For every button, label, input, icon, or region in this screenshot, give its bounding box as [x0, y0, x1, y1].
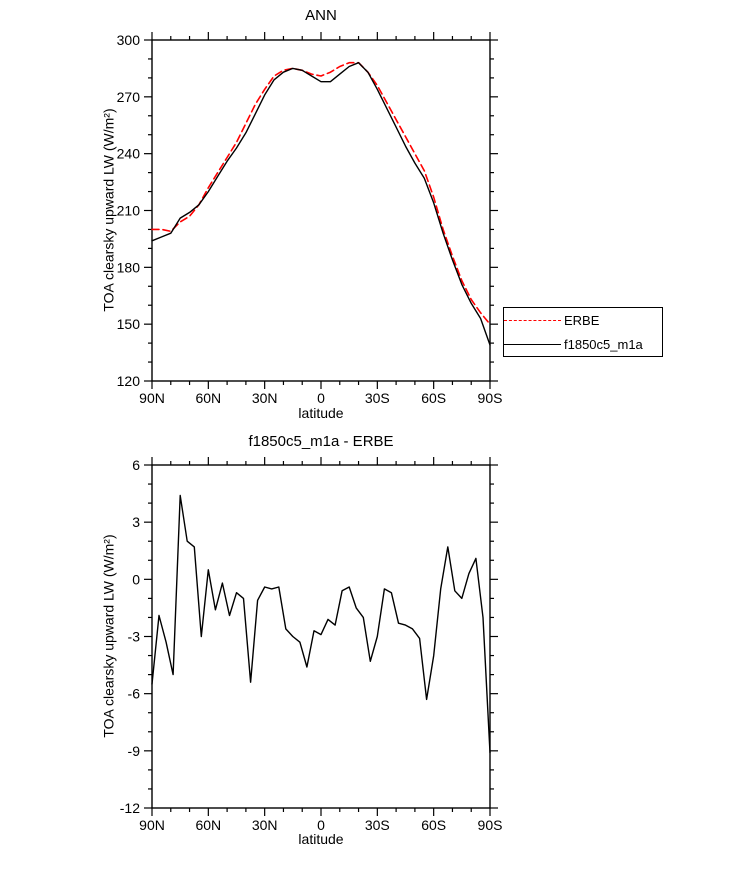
top-chart-x-axis-label: latitude	[298, 405, 344, 421]
svg-text:120: 120	[117, 373, 141, 389]
svg-text:210: 210	[117, 203, 141, 219]
svg-text:90S: 90S	[478, 390, 503, 406]
svg-text:270: 270	[117, 89, 141, 105]
model-solid-line-sample-icon	[504, 343, 561, 345]
legend-label-model: f1850c5_m1a	[564, 336, 643, 352]
bottom-chart-plot: -12 -9 -6 -3 0 3 6 90N 60N 30N 0 30S 60S 90S	[120, 457, 503, 833]
svg-text:0: 0	[132, 571, 140, 587]
svg-text:0: 0	[317, 817, 325, 833]
svg-text:-3: -3	[128, 629, 141, 645]
svg-text:300: 300	[117, 32, 141, 48]
series-line-erbe	[151, 61, 491, 326]
svg-text:30S: 30S	[365, 817, 390, 833]
series-line-f1850c5-m1a	[151, 62, 491, 346]
svg-text:180: 180	[117, 259, 141, 275]
bottom-chart-title: f1850c5_m1a - ERBE	[248, 433, 394, 450]
svg-text:90S: 90S	[478, 817, 503, 833]
erbe-dashed-line-sample-icon	[504, 319, 561, 321]
legend-row-erbe: ERBE	[504, 308, 662, 332]
legend-label-erbe: ERBE	[564, 312, 600, 328]
svg-text:60N: 60N	[195, 390, 221, 406]
tick-marks	[144, 457, 498, 816]
top-chart-plot: 120 150 180 210 240 270 300 90N 60N 30N 0 30S 60S 90S	[117, 32, 503, 406]
svg-text:60S: 60S	[421, 390, 446, 406]
tick-labels: -12 -9 -6 -3 0 3 6 90N 60N 30N 0 30S 60S 90S	[120, 457, 503, 833]
svg-text:30N: 30N	[252, 390, 278, 406]
svg-text:240: 240	[117, 146, 141, 162]
svg-text:-9: -9	[128, 743, 141, 759]
svg-text:60N: 60N	[195, 817, 221, 833]
svg-text:90N: 90N	[139, 817, 165, 833]
svg-text:90N: 90N	[139, 390, 165, 406]
legend-row-model: f1850c5_m1a	[504, 332, 662, 356]
svg-text:30S: 30S	[365, 390, 390, 406]
svg-text:3: 3	[132, 514, 140, 530]
svg-text:-12: -12	[120, 800, 140, 816]
tick-marks	[144, 32, 498, 389]
svg-text:150: 150	[117, 316, 141, 332]
svg-text:0: 0	[317, 390, 325, 406]
plot-frame	[151, 39, 491, 382]
svg-text:-6: -6	[128, 686, 141, 702]
series-line-f1850c5-m1a-erbe	[151, 494, 491, 754]
top-chart-title: ANN	[305, 7, 337, 24]
bottom-chart-y-axis-label: TOA clearsky upward LW (W/m²)	[100, 534, 117, 738]
legend: ERBE f1850c5_m1a	[503, 307, 663, 357]
svg-text:6: 6	[132, 457, 140, 473]
bottom-chart-x-axis-label: latitude	[298, 831, 344, 847]
plot-frame	[151, 464, 491, 809]
svg-text:60S: 60S	[421, 817, 446, 833]
top-chart-y-axis-label: TOA clearsky upward LW (W/m²)	[100, 108, 117, 312]
tick-labels: 120 150 180 210 240 270 300 90N 60N 30N 0 30S 60S 90S	[117, 32, 503, 406]
svg-text:30N: 30N	[252, 817, 278, 833]
